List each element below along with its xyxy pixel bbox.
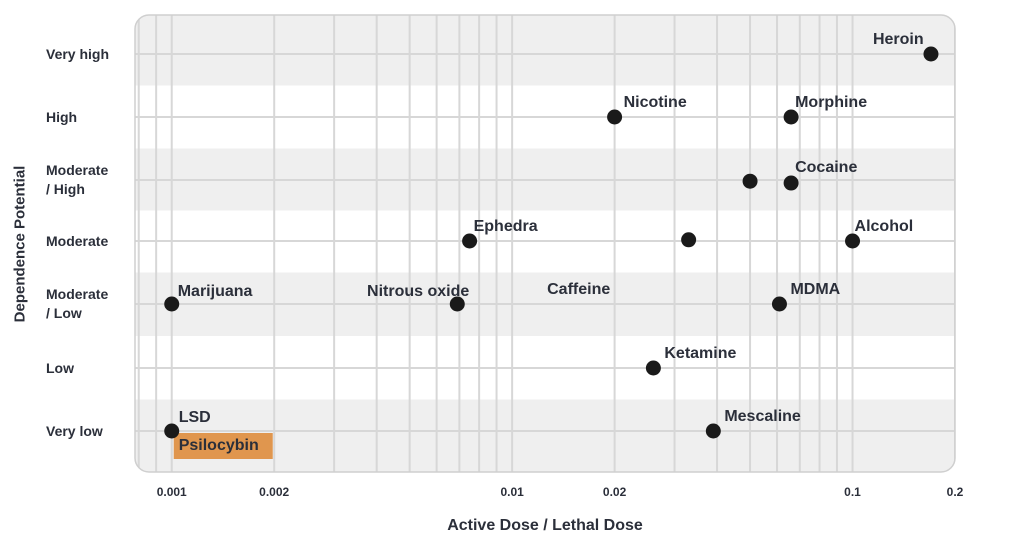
label-nicotine: Nicotine xyxy=(624,94,687,111)
label-marijuana: Marijuana xyxy=(178,283,253,300)
label-heroin: Heroin xyxy=(873,31,924,48)
point-unlabeled xyxy=(742,173,758,189)
point-lsd xyxy=(164,423,180,439)
label-nitrous-oxide: Nitrous oxide xyxy=(367,283,469,300)
x-tick-label: 0.02 xyxy=(603,485,627,499)
x-tick-label: 0.001 xyxy=(157,485,187,499)
point-morphine xyxy=(783,109,799,125)
point-nicotine xyxy=(607,109,623,125)
point-nitrous-oxide xyxy=(449,296,465,312)
plot-panel xyxy=(135,15,955,472)
point-mdma xyxy=(771,296,787,312)
x-tick-label: 0.2 xyxy=(947,485,964,499)
y-tick-label: Moderate / High xyxy=(46,162,109,197)
caffeine-label: Caffeine xyxy=(547,281,610,298)
point-heroin xyxy=(923,46,939,62)
panel-background xyxy=(135,15,955,472)
x-tick-label: 0.002 xyxy=(259,485,289,499)
point-mescaline xyxy=(705,423,721,439)
label-alcohol: Alcohol xyxy=(855,218,914,235)
category-band xyxy=(135,15,955,86)
point-ephedra xyxy=(462,233,478,249)
point-marijuana xyxy=(164,296,180,312)
label-mescaline: Mescaline xyxy=(724,408,801,425)
point-unlabeled xyxy=(681,232,697,248)
x-tick-label: 0.01 xyxy=(500,485,524,499)
psilocybin-highlight-box xyxy=(173,433,273,459)
label-ephedra: Ephedra xyxy=(474,218,538,235)
psilocybin-label: Psilocybin xyxy=(179,437,259,454)
label-cocaine: Cocaine xyxy=(795,159,857,176)
label-morphine: Morphine xyxy=(795,94,867,111)
label-lsd: LSD xyxy=(179,409,211,426)
x-tick-label: 0.1 xyxy=(844,485,861,499)
y-tick-label: Very low xyxy=(46,422,103,439)
y-tick-label: Low xyxy=(46,359,74,376)
panel-frame xyxy=(134,14,956,473)
label-mdma: MDMA xyxy=(790,281,840,298)
x-axis-title: Active Dose / Lethal Dose xyxy=(447,517,643,534)
y-tick-label: Very high xyxy=(46,45,110,62)
label-ketamine: Ketamine xyxy=(664,345,736,362)
point-alcohol xyxy=(845,233,861,249)
point-ketamine xyxy=(645,360,661,376)
y-tick-label: Moderate / Low xyxy=(46,286,109,321)
point-cocaine xyxy=(783,175,799,191)
y-tick-label: High xyxy=(46,108,78,125)
y-tick-label: Moderate xyxy=(46,232,109,249)
